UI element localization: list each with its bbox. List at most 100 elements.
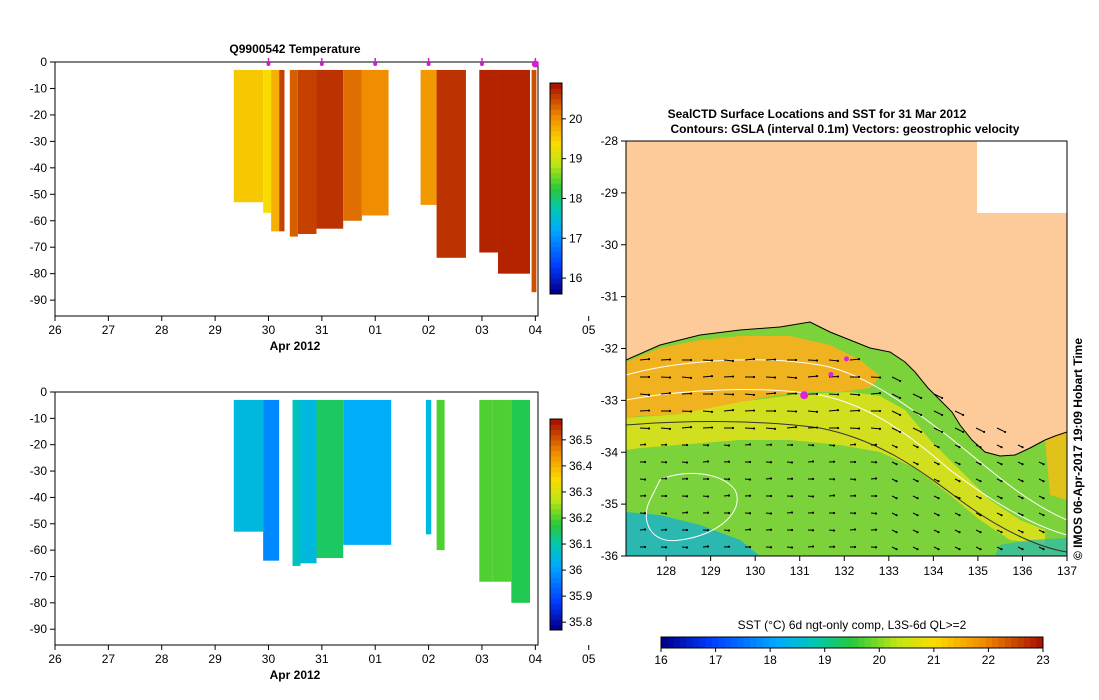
salinity-plot-frame [54,391,539,646]
surface-marker-dot [426,62,431,66]
temperature-y-tick-label: -40 [30,161,48,175]
sst-colorbar-swatch [1030,637,1038,648]
vector-head [790,528,794,532]
velocity-vector [744,393,755,396]
vector-head [832,511,836,515]
vector-head [958,446,961,449]
colorbar-swatch [550,272,562,279]
vector-head [710,410,714,413]
map-side-label: © IMOS 06-Apr-2017 19:09 Hobart Time [1071,338,1085,560]
colorbar-swatch [550,603,562,610]
sst-colorbar-tick-label: 18 [763,653,777,667]
vector-head [790,495,794,498]
colorbar-swatch [550,513,562,520]
vector-head [895,446,898,449]
vector-head [878,376,882,379]
map-longitude-axis: 128 129 130 131 132 133 134 135 136 137 [656,556,1077,578]
vector-head [710,359,714,362]
salinity-profile-8 [436,399,445,551]
vector-head [937,531,940,534]
temperature-colorbar: 16 17 18 19 20 [549,82,583,295]
colorbar-swatch [550,172,562,179]
velocity-vector [660,427,671,430]
vector-head [916,514,919,517]
vector-head [664,546,668,549]
colorbar-swatch [550,156,562,163]
map-title-line2: Contours: GSLA (interval 0.1m) Vectors: … [671,122,1020,136]
colorbar-swatch [550,450,562,457]
seal-positions [800,356,849,400]
colorbar-tick-label: 36.1 [569,537,593,551]
vector-head [668,427,672,430]
surface-marker-dot [266,62,271,66]
vector-head [836,359,840,362]
temperature-profile-11 [436,69,466,258]
vector-head [727,545,731,548]
colorbar-swatch [550,608,562,615]
colorbar-swatch [550,455,562,462]
vector-head [979,463,982,466]
vector-head [668,392,672,395]
sst-colorbar-swatch [711,637,719,648]
vector-head [769,494,773,498]
sst-colorbar-swatch [762,637,770,648]
vector-head [664,494,668,498]
temperature-profile-3 [271,69,280,232]
colorbar-swatch [550,598,562,605]
vector-head [685,511,689,514]
colorbar-swatch [550,492,562,499]
vector-head [811,460,815,463]
vector-head [727,478,731,481]
salinity-y-tick-label: -10 [30,411,48,425]
vector-head [958,531,961,534]
vector-head [664,528,668,531]
vector-head [916,463,919,466]
colorbar-swatch [550,251,562,258]
salinity-profile-6 [343,399,392,545]
vector-head [794,392,798,395]
vector-head [668,358,672,361]
salinity-y-tick-label: -50 [30,517,48,531]
vector-head [937,497,940,500]
vector-head [773,392,777,395]
colorbar-tick-label: 35.8 [569,615,593,629]
vector-head [706,495,710,498]
sst-colorbar-swatch [724,637,732,648]
map-latitude-axis: -28 -29 -30 -31 -32 -33 -34 -35 -36 [601,134,626,563]
temperature-x-tick-label: 04 [529,323,543,337]
vector-head [731,359,735,362]
sst-colorbar-swatch [680,637,687,648]
colorbar-tick-label: 36.5 [569,433,593,447]
vector-head [857,393,861,396]
vector-head [899,413,902,417]
vector-head [836,393,840,396]
salinity-y-tick-label: -20 [30,438,48,452]
salinity-x-tick-label: 02 [422,652,436,666]
vector-head [773,358,777,361]
sst-colorbar-swatch [737,637,745,648]
colorbar-swatch [550,220,562,226]
vector-head [748,494,752,497]
colorbar-swatch [550,93,562,100]
vector-head [937,548,940,551]
colorbar-swatch [550,114,562,121]
vector-head [815,410,819,413]
temperature-x-tick-label: 30 [262,323,276,337]
sst-colorbar-swatch [922,637,929,648]
colorbar-swatch [550,461,562,467]
vector-head [752,393,756,396]
colorbar-tick-label: 16 [569,271,583,285]
temperature-y-tick-label: -10 [30,81,48,95]
sst-colorbar-swatch [877,637,885,648]
temperature-x-tick-label: 05 [582,323,596,337]
sst-colorbar-swatch [902,637,910,648]
vector-head [811,444,815,447]
sst-map: SealCTD Surface Locations and SST for 31… [601,107,1085,667]
colorbar-swatch [550,135,562,142]
vector-head [1021,480,1024,483]
colorbar-swatch [550,225,562,232]
vector-head [979,480,982,483]
yellow-current-band [626,392,1045,545]
salinity-y-tick-label: -60 [30,543,48,557]
vector-head [647,409,651,412]
